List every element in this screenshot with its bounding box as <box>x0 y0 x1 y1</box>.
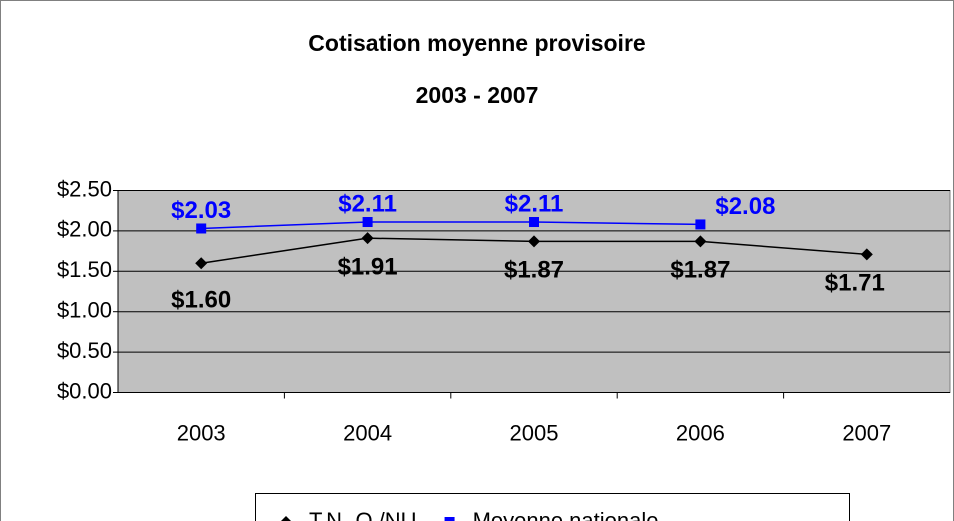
x-tick-label: 2006 <box>676 420 725 445</box>
legend-box <box>255 493 850 521</box>
data-label: $2.11 <box>505 190 564 217</box>
y-tick-label: $2.00 <box>57 217 112 242</box>
series-line <box>201 221 701 230</box>
x-tick-label: 2004 <box>343 420 392 445</box>
x-tick-label: 2003 <box>177 420 226 445</box>
data-label: $2.08 <box>715 193 775 220</box>
data-point <box>196 223 207 234</box>
data-label: $1.60 <box>171 287 231 314</box>
data-point <box>860 248 873 261</box>
data-point <box>361 232 374 245</box>
data-point <box>528 235 540 248</box>
data-point <box>695 219 706 230</box>
data-label: $1.87 <box>504 257 564 284</box>
y-tick-label: $0.00 <box>57 378 112 403</box>
data-label: $2.11 <box>338 190 397 217</box>
data-label: $1.87 <box>670 257 730 284</box>
legend-marker <box>444 517 455 521</box>
y-tick-label: $2.50 <box>57 176 112 201</box>
legend-marker <box>281 516 291 521</box>
y-tick-label: $1.50 <box>57 257 112 282</box>
data-label: $1.91 <box>338 254 398 281</box>
y-tick-label: $1.00 <box>57 298 112 323</box>
legend-label: Moyenne nationale <box>473 508 659 521</box>
chart-title: Cotisation moyenne provisoire <box>308 30 645 56</box>
y-tick-label: $0.50 <box>57 338 112 363</box>
x-tick-label: 2005 <box>510 420 559 445</box>
x-tick-label: 2007 <box>842 420 891 445</box>
data-point <box>362 217 373 228</box>
data-point <box>694 235 707 248</box>
data-point <box>195 257 208 270</box>
chart-subtitle: 2003 - 2007 <box>416 82 539 108</box>
data-point <box>529 217 539 228</box>
data-label: $2.03 <box>171 197 231 224</box>
data-label: $1.71 <box>825 270 885 297</box>
legend-label: T.N.-O /NU <box>309 508 417 521</box>
